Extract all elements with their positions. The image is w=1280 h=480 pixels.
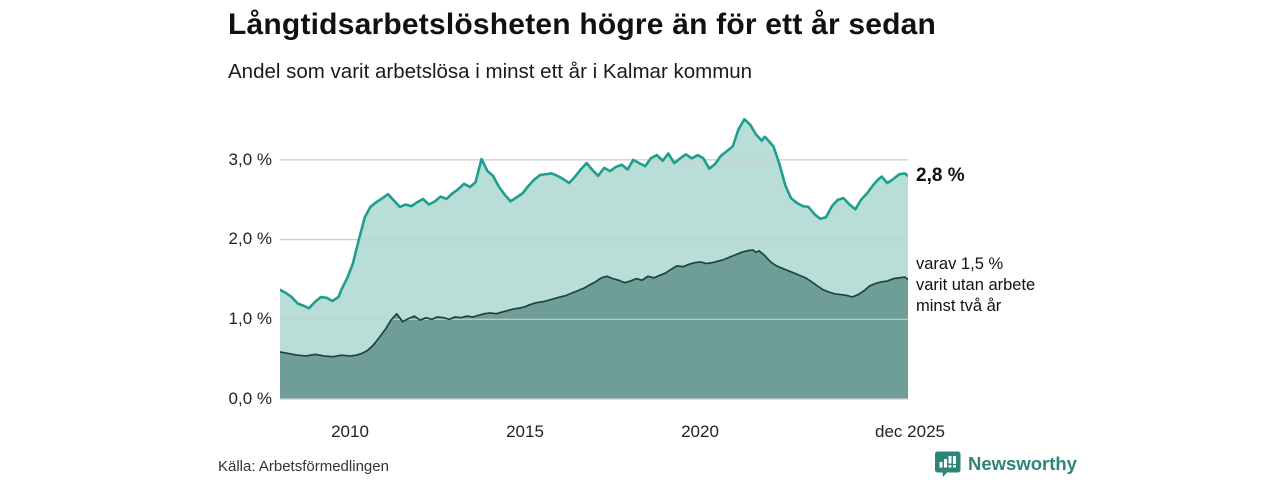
annotation-line-1: varav 1,5 % <box>916 255 1004 273</box>
y-axis-tick-3: 3,0 % <box>228 150 272 169</box>
x-axis-tick-2010: 2010 <box>331 422 369 441</box>
y-axis-tick-2: 2,0 % <box>228 229 272 248</box>
x-axis-tick-2020: 2020 <box>681 422 719 441</box>
annotation-line-2: varit utan arbete <box>916 276 1036 294</box>
page-subtitle: Andel som varit arbetslösa i minst ett å… <box>228 60 753 83</box>
page-title: Långtidsarbetslösheten högre än för ett … <box>228 8 937 41</box>
newsworthy-logo-icon <box>935 451 961 477</box>
unemployment-area-chart <box>280 117 908 400</box>
source-credit: Källa: Arbetsförmedlingen <box>218 458 389 475</box>
series-end-value-label: 2,8 % <box>916 165 965 186</box>
x-axis-tick-dec-2025: dec 2025 <box>875 422 945 441</box>
annotation-line-3: minst två år <box>916 297 1002 315</box>
line-one-year <box>280 117 908 310</box>
brand-name: Newsworthy <box>968 453 1077 474</box>
y-axis-tick-0: 0,0 % <box>228 389 272 408</box>
line-two-years <box>280 249 908 358</box>
y-axis-tick-1: 1,0 % <box>228 309 272 328</box>
area-fill-two-years <box>280 249 908 399</box>
second-series-annotation: varav 1,5 % varit utan arbete minst två … <box>916 254 1035 317</box>
x-axis-tick-2015: 2015 <box>506 422 544 441</box>
brand-logo: Newsworthy <box>934 450 1077 478</box>
